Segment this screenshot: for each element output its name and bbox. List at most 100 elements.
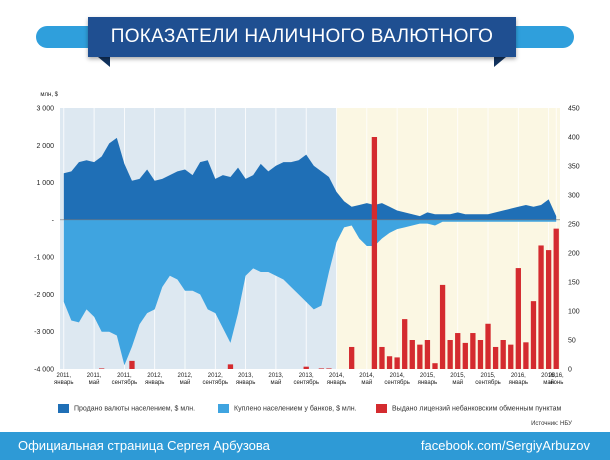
bar-licenses [538, 245, 544, 369]
y-right-tick-label: 250 [568, 222, 580, 229]
y-left-tick-label: -2 000 [34, 292, 54, 299]
x-tick-label: 2011, [117, 373, 132, 379]
bar-licenses [447, 340, 453, 369]
chart-title: ПОКАЗАТЕЛИ НАЛИЧНОГО ВАЛЮТНОГО РЫНКА [88, 17, 516, 87]
legend-swatch-bought [218, 404, 229, 413]
bar-licenses [530, 301, 537, 369]
bar-licenses [371, 137, 378, 369]
x-tick-label: 2013, [238, 373, 253, 379]
bar-licenses [402, 319, 408, 369]
chart: 3 000 2 000 1 000 - -1 000 -2 000 -3 000 -4 000… [34, 92, 580, 386]
bar-licenses [394, 357, 400, 369]
x-tick-label: 2012, [208, 373, 223, 379]
x-tick-label: 2016, [541, 373, 556, 379]
bar-licenses [462, 342, 468, 369]
legend-label-sold: Продано валюты населением, $ млн. [74, 405, 196, 413]
footer-right-text: facebook.com/SergiyArbuzov [420, 438, 590, 453]
area-bought [63, 219, 557, 366]
bar-licenses [227, 364, 234, 369]
bar-licenses [417, 344, 423, 369]
y-right-tick-label: 150 [568, 280, 580, 287]
x-tick-label: январь [145, 380, 164, 386]
y-left-axis-label: млн, $ [40, 92, 58, 98]
x-tick-label: май [543, 379, 554, 386]
legend-item-bought: Куплено населением у банков, $ млн. [218, 404, 357, 413]
y-right-tick-label: 400 [568, 135, 580, 142]
bar-licenses [432, 363, 438, 369]
x-tick-label: май [89, 379, 100, 386]
y-left-tick-label: - [52, 217, 55, 224]
y-right-tick-label: 100 [568, 309, 580, 316]
x-tick-label: сентябрь [293, 380, 319, 386]
x-tick-label: сентябрь [203, 380, 229, 386]
x-tick-label: июнь [549, 380, 563, 386]
x-tick-label: январь [236, 380, 255, 386]
bar-licenses [545, 250, 552, 369]
bar-licenses [492, 346, 499, 369]
y-left-tick-label: 2 000 [36, 143, 54, 150]
y-left-tick-label: -4 000 [34, 367, 54, 374]
x-tick-label: январь [54, 380, 73, 386]
x-tick-label: сентябрь [112, 380, 138, 386]
x-tick-label: 2016, [511, 373, 526, 379]
bar-licenses [523, 342, 529, 369]
y-left-tick-label: 3 000 [36, 106, 54, 113]
x-tick-label: 2012, [147, 373, 162, 379]
x-tick-label: май [452, 379, 463, 386]
bar-licenses [386, 356, 393, 369]
x-tick-label: 2014, [329, 373, 344, 379]
x-tick-label: 2016, [549, 373, 564, 379]
bar-licenses [553, 228, 559, 369]
y-left-tick-label: -3 000 [34, 329, 54, 336]
x-tick-label: 2014, [359, 373, 374, 379]
y-right-tick-label: 350 [568, 164, 580, 171]
legend-swatch-sold [58, 404, 69, 413]
bar-licenses [439, 284, 446, 369]
bar-licenses [515, 268, 521, 369]
bar-licenses [303, 366, 309, 369]
x-tick-label: 2012, [177, 373, 192, 379]
y-right-tick-label: 50 [568, 338, 576, 345]
x-tick-label: 2014, [390, 373, 405, 379]
footer-bar: Официальная страница Сергея Арбузова fac… [0, 432, 610, 460]
bar-licenses [500, 340, 506, 369]
x-tick-label: 2015, [420, 373, 435, 379]
x-tick-label: 2011, [87, 373, 102, 379]
bar-licenses [477, 340, 484, 369]
y-left-tick-label: -1 000 [34, 255, 54, 262]
y-right-tick-label: 200 [568, 251, 580, 258]
banner-fold-right [494, 57, 506, 67]
footer-left-text: Официальная страница Сергея Арбузова [18, 438, 270, 453]
legend-label-bought: Куплено населением у банков, $ млн. [234, 405, 357, 413]
bar-licenses [455, 333, 461, 369]
y-right-tick-label: 0 [568, 367, 572, 374]
area-sold [63, 137, 557, 220]
y-left-tick-label: 1 000 [36, 180, 54, 187]
x-tick-label: январь [327, 380, 346, 386]
x-tick-label: май [361, 379, 372, 386]
legend-label-licenses: Выдано лицензий небанковским обменным пу… [392, 405, 562, 413]
y-right-tick-label: 300 [568, 193, 580, 200]
bar-licenses [99, 368, 105, 369]
legend-item-sold: Продано валюты населением, $ млн. [58, 404, 195, 413]
legend-item-licenses: Выдано лицензий небанковским обменным пу… [376, 404, 561, 413]
bar-licenses [349, 346, 355, 369]
bar-licenses [424, 340, 431, 369]
x-tick-label: май [270, 379, 281, 386]
bar-licenses [409, 340, 415, 369]
x-tick-label: 2011, [56, 373, 71, 379]
x-tick-label: январь [418, 380, 437, 386]
bar-licenses [379, 346, 385, 369]
legend-swatch-licenses [376, 404, 387, 413]
bar-licenses [326, 368, 332, 369]
bar-licenses [470, 333, 476, 369]
x-tick-label: сентябрь [384, 380, 410, 386]
x-tick-label: 2015, [450, 373, 465, 379]
x-tick-label: 2015, [481, 373, 496, 379]
source-note: Источник: НБУ [531, 421, 572, 427]
bar-licenses [318, 368, 325, 369]
x-tick-label: сентябрь [475, 380, 501, 386]
bar-licenses [129, 360, 135, 369]
banner-fold-left [98, 57, 110, 67]
y-right-tick-label: 450 [568, 106, 580, 113]
